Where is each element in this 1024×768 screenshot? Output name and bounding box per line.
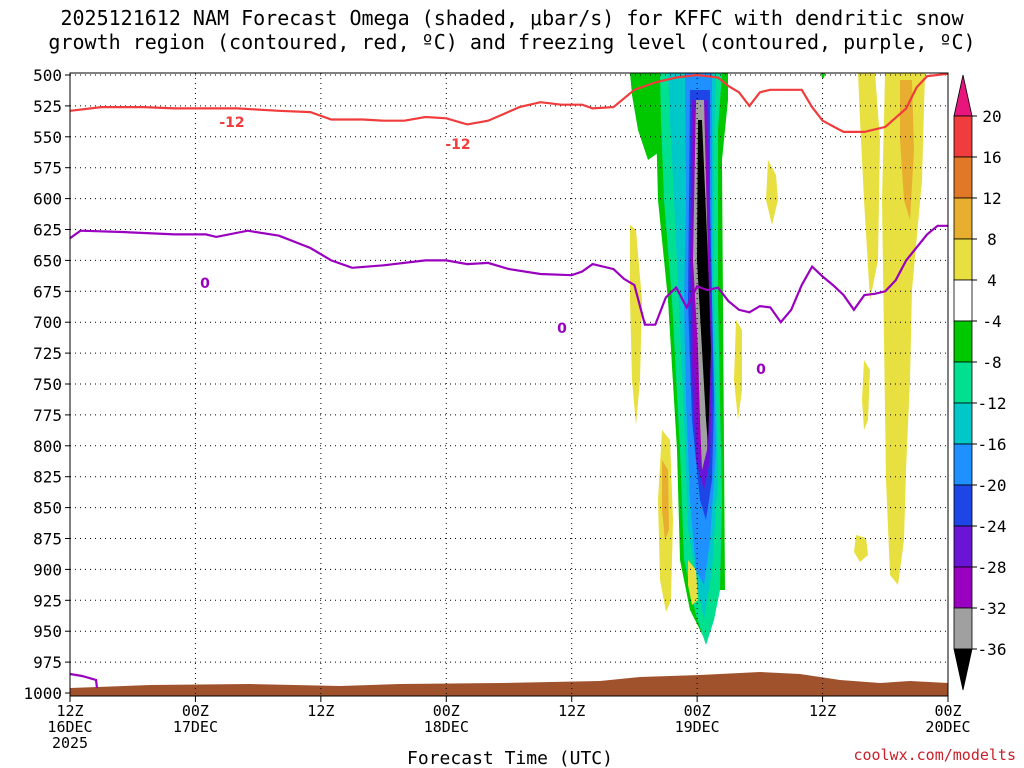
colorbar-label: 12: [982, 189, 1001, 208]
colorbar-swatch: [953, 484, 973, 527]
colorbar-label: -28: [978, 558, 1007, 577]
contour-label-purple-3: 0: [756, 362, 766, 378]
x-tick-label: 00Z: [433, 702, 460, 720]
x-tick-label: 19DEC: [675, 718, 720, 736]
y-tick-label: 500: [33, 66, 62, 85]
contour-label-red-2: -12: [445, 137, 470, 153]
chart-title: 2025121612 NAM Forecast Omega (shaded, μ…: [0, 6, 1024, 54]
colorbar-label: 8: [987, 230, 997, 249]
y-tick-label: 875: [33, 530, 62, 549]
colorbar-swatch: [953, 156, 973, 199]
colorbar-label: -4: [982, 312, 1001, 331]
x-tick-label: 12Z: [307, 702, 334, 720]
y-tick-label: 650: [33, 251, 62, 270]
colorbar-swatch: [953, 443, 973, 486]
x-tick-label: 18DEC: [424, 718, 469, 736]
x-tick-label: 12Z: [558, 702, 585, 720]
y-tick-label: 750: [33, 375, 62, 394]
omega-area-gold-1: [662, 460, 669, 540]
y-tick-label: 625: [33, 221, 62, 240]
omega-area-yellow-5: [766, 160, 778, 225]
colorbar-label: -24: [978, 517, 1007, 536]
contour-label-purple-1: 0: [200, 276, 210, 292]
title-line-2: growth region (contoured, red, ºC) and f…: [48, 30, 976, 54]
purple-contour-surface-segment: [70, 672, 99, 689]
omega-area-yellow-1: [630, 225, 642, 425]
colorbar-swatch: [953, 197, 973, 240]
omega-shading: [630, 73, 925, 645]
x-tick-label: 00Z: [684, 702, 711, 720]
omega-area-gold-2: [900, 80, 914, 220]
colorbar-swatch: [953, 279, 973, 322]
omega-area-yellow-3: [688, 560, 698, 605]
y-axis-ticks: 500 525 550 575 600 625 650 675 700 725 750 775 800 8…: [23, 66, 70, 703]
colorbar-swatch: [953, 238, 973, 281]
x-axis-label: Forecast Time (UTC): [407, 748, 613, 768]
colorbar-swatch: [953, 320, 973, 363]
y-tick-label: 600: [33, 190, 62, 209]
credit-text: coolwx.com/modelts: [853, 746, 1016, 764]
x-tick-label: 20DEC: [925, 718, 970, 736]
y-tick-label: 725: [33, 344, 62, 363]
y-tick-label: 850: [33, 499, 62, 518]
colorbar-label: 16: [982, 148, 1001, 167]
omega-area-green-small: [820, 73, 826, 78]
omega-area-yellow-9: [854, 535, 868, 562]
colorbar-swatch: [953, 402, 973, 445]
colorbar: 20 16 12 8 4 -4 -8 -12 -16 -20 -24 -28 -32 -36: [953, 74, 1007, 691]
red-isotherm-contour: [70, 73, 948, 133]
colorbar-label: -36: [978, 640, 1007, 659]
y-tick-label: 675: [33, 282, 62, 301]
colorbar-swatch: [953, 115, 973, 158]
omega-area-black: [697, 120, 711, 445]
title-line-1: 2025121612 NAM Forecast Omega (shaded, μ…: [60, 6, 964, 30]
colorbar-swatch: [953, 648, 973, 691]
contour-label-purple-2: 0: [557, 321, 567, 337]
colorbar-swatch: [953, 361, 973, 404]
y-tick-label: 975: [33, 653, 62, 672]
y-tick-label: 1000: [23, 684, 62, 703]
colorbar-label: 4: [987, 271, 997, 290]
y-tick-label: 775: [33, 406, 62, 425]
contour-label-red-1: -12: [219, 115, 244, 131]
plot-area: [70, 73, 948, 696]
y-tick-label: 925: [33, 591, 62, 610]
colorbar-swatch: [953, 566, 973, 609]
colorbar-label: -32: [978, 599, 1007, 618]
y-tick-label: 525: [33, 97, 62, 116]
y-tick-label: 825: [33, 468, 62, 487]
y-tick-label: 950: [33, 622, 62, 641]
terrain-fill: [70, 672, 948, 696]
omega-area-yellow-8: [862, 360, 870, 430]
x-tick-label: 12Z: [56, 702, 83, 720]
contour-labels: -12 -12 0 0 0: [199, 115, 767, 378]
x-tick-label: 12Z: [809, 702, 836, 720]
x-tick-label: 00Z: [934, 702, 961, 720]
x-tick-label: 00Z: [182, 702, 209, 720]
x-tick-label: 2025: [52, 734, 88, 752]
colorbar-swatch: [953, 74, 973, 117]
colorbar-swatch: [953, 525, 973, 568]
x-tick-label: 17DEC: [173, 718, 218, 736]
colorbar-swatch: [953, 607, 973, 650]
y-tick-label: 575: [33, 159, 62, 178]
colorbar-label: -12: [978, 394, 1007, 413]
y-tick-label: 550: [33, 128, 62, 147]
omega-area-yellow-4: [734, 320, 742, 420]
x-tick-label: 16DEC: [47, 718, 92, 736]
y-tick-label: 700: [33, 313, 62, 332]
purple-freezing-contour: [70, 224, 948, 326]
colorbar-label: -16: [978, 435, 1007, 454]
colorbar-label: -8: [982, 353, 1001, 372]
colorbar-label: 20: [982, 107, 1001, 126]
omega-area-yellow-7: [882, 73, 925, 585]
y-tick-label: 900: [33, 560, 62, 579]
y-tick-label: 800: [33, 437, 62, 456]
omega-area-green-top: [630, 73, 662, 160]
colorbar-label: -20: [978, 476, 1007, 495]
